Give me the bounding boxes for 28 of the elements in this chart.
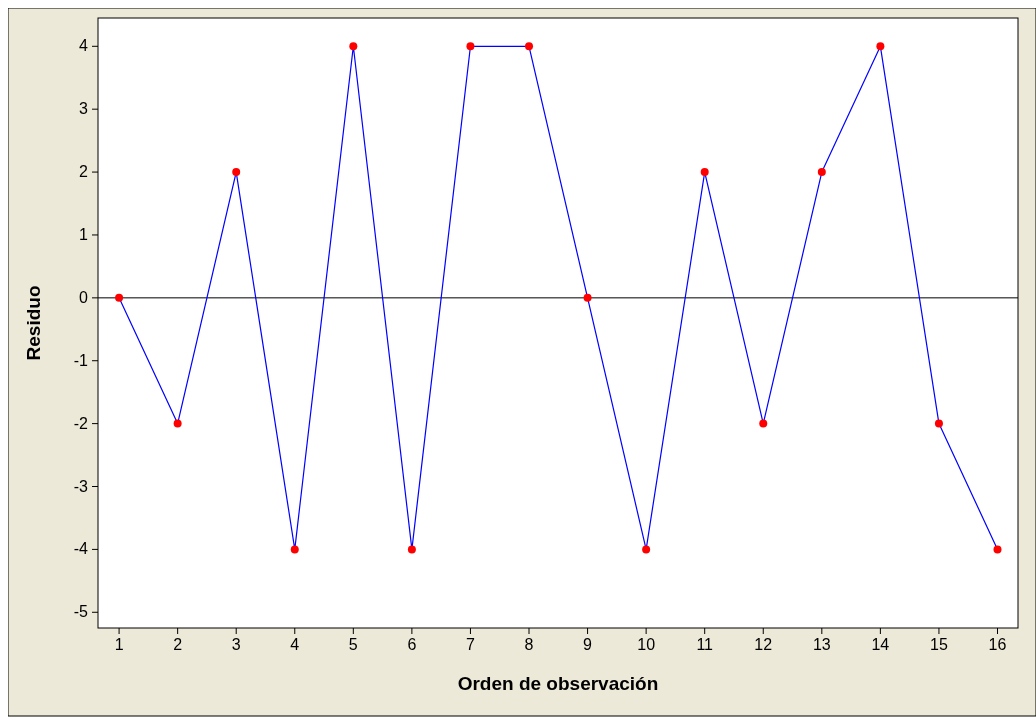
y-tick-label: 3 — [79, 100, 89, 118]
y-tick-label: -3 — [73, 477, 89, 495]
x-tick-label: 5 — [348, 636, 358, 653]
x-tick-label: 12 — [754, 636, 773, 653]
y-tick-label: 2 — [79, 163, 89, 181]
y-tick-label: 0 — [79, 288, 89, 306]
y-axis-title: Residuo — [23, 285, 44, 361]
x-tick-label: 3 — [231, 636, 241, 653]
y-tick-label: -5 — [73, 603, 89, 621]
x-tick-label: 13 — [812, 636, 831, 653]
x-tick-label: 1 — [114, 636, 124, 653]
y-tick-label: -2 — [73, 414, 89, 432]
y-tick-label: 4 — [79, 37, 89, 55]
x-tick-label: 2 — [173, 636, 183, 653]
x-tick-label: 9 — [583, 636, 593, 653]
x-tick-label: 6 — [407, 636, 417, 653]
x-tick-label: 15 — [930, 636, 948, 653]
x-axis-title: Orden de observación — [457, 673, 659, 694]
x-tick-label: 8 — [524, 636, 534, 653]
x-tick-label: 7 — [466, 636, 475, 653]
y-tick-label: -4 — [73, 540, 89, 558]
y-tick-label: -1 — [73, 351, 89, 369]
x-tick-label: 14 — [871, 636, 890, 653]
x-tick-label: 16 — [988, 636, 1007, 653]
x-tick-label: 10 — [637, 636, 656, 653]
x-tick-label: 11 — [696, 636, 714, 653]
x-tick-label: 4 — [290, 636, 300, 653]
y-tick-label: 1 — [79, 225, 89, 243]
